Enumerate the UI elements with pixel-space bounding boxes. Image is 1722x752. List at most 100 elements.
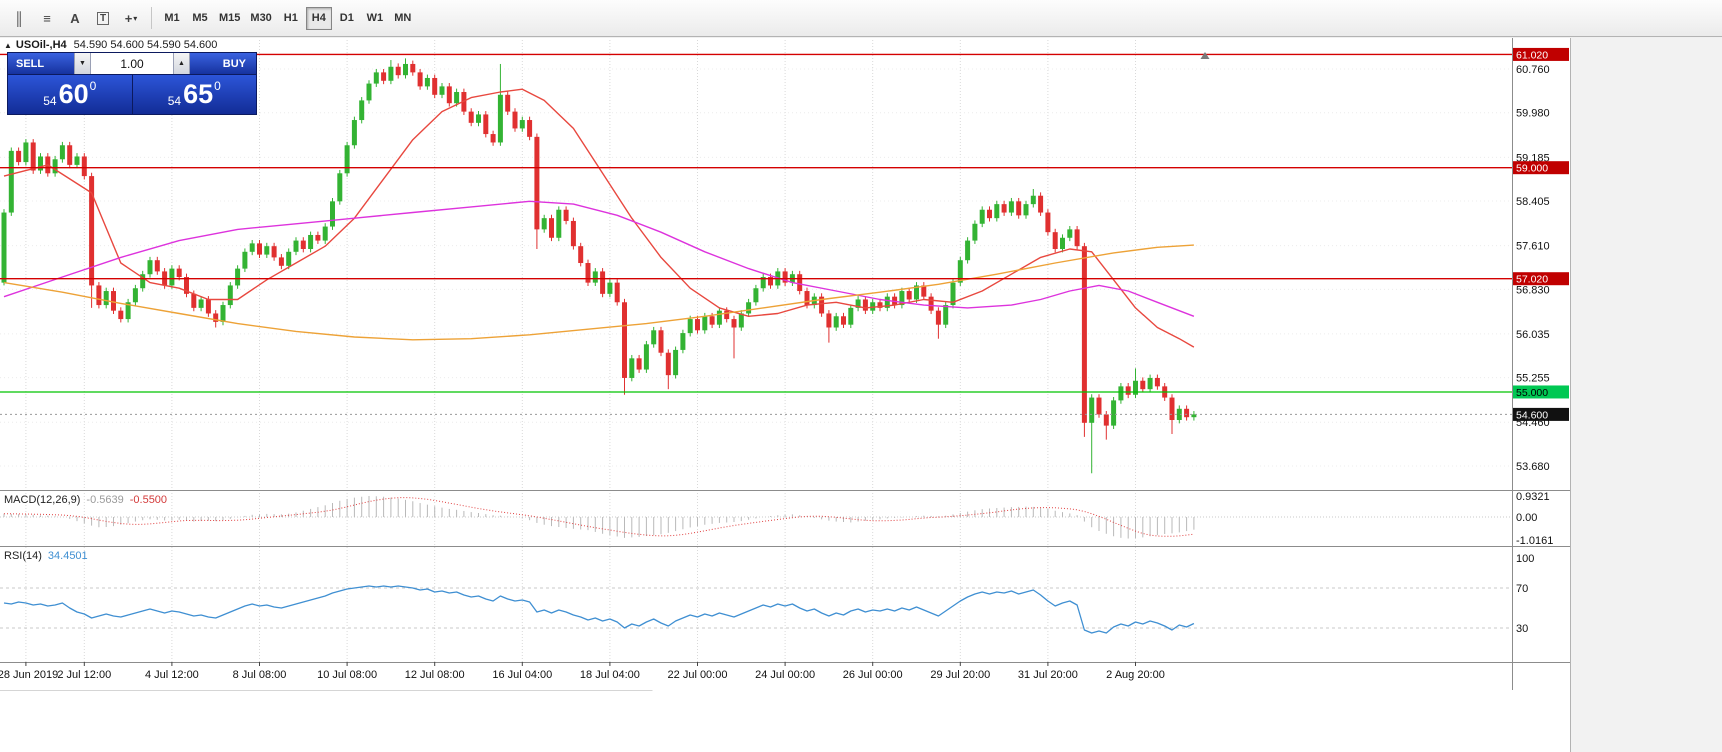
candle-body	[468, 111, 474, 123]
candle-body	[403, 63, 408, 76]
bar-chart-icon[interactable]: ║	[6, 5, 32, 31]
candle-body	[870, 302, 876, 311]
candle-body	[103, 291, 109, 306]
chart-canvas[interactable]: 60.76059.98059.18558.40557.61056.83056.0…	[0, 38, 1570, 752]
chart-title-bar[interactable]: ▲ USOil-,H4 54.590 54.600 54.590 54.600	[4, 39, 217, 52]
timeframe-button-mn[interactable]: MN	[390, 7, 416, 30]
indicator-list-icon-glyph: ≡	[43, 10, 51, 26]
timeframe-button-h4[interactable]: H4	[305, 6, 332, 30]
volume-input[interactable]	[91, 53, 173, 74]
crosshair-dropdown-icon[interactable]: + ▾	[118, 5, 144, 31]
macd-main-value: -0.5639	[86, 494, 124, 506]
candle-body	[592, 271, 598, 283]
rsi-line	[3, 585, 1195, 634]
buy-price-big: 65	[183, 79, 214, 109]
candle-body	[497, 94, 503, 143]
candle-body	[884, 296, 890, 308]
bar-chart-icon-glyph: ║	[14, 10, 24, 26]
annotate-text-icon[interactable]: A	[62, 5, 88, 31]
timeframe-button-w1[interactable]: W1	[362, 7, 388, 30]
toolbar-separator	[151, 7, 152, 29]
candle-body	[198, 299, 204, 308]
candle-body	[716, 310, 722, 325]
candle-body	[541, 218, 547, 230]
hline-badge-text: 55.000	[1516, 387, 1548, 399]
candle-body	[826, 313, 832, 328]
candle-body	[330, 201, 335, 227]
candle-body	[855, 299, 861, 308]
timeframe-button-m15[interactable]: M15	[215, 7, 244, 30]
candle-body	[746, 302, 752, 314]
candle-body	[731, 319, 737, 328]
candle-body	[337, 173, 343, 202]
time-axis-label: 12 Jul 08:00	[405, 669, 465, 681]
timeframe-button-d1[interactable]: D1	[334, 7, 360, 30]
volume-increase-button[interactable]: ▲	[173, 53, 190, 74]
text-tool-icon[interactable]: T	[90, 5, 116, 31]
macd-axis-label: -1.0161	[1516, 535, 1553, 547]
candle-body	[132, 288, 138, 303]
candle-body	[322, 226, 328, 241]
candle-body	[446, 86, 452, 104]
candle-body	[724, 310, 730, 320]
candle-body	[366, 83, 372, 101]
candle-body	[169, 268, 175, 286]
sell-price-button[interactable]: 54 60 0	[8, 75, 133, 114]
candle-body	[242, 251, 248, 269]
candle-body	[972, 223, 978, 241]
candle-body	[1089, 397, 1095, 423]
price-axis-label: 53.680	[1516, 461, 1550, 473]
candle-body	[74, 156, 80, 165]
candle-body	[293, 240, 299, 252]
candle-body	[556, 209, 562, 238]
candle-body	[1191, 414, 1197, 418]
toolbar-icon-group: ║ ≡ A T + ▾	[5, 5, 145, 31]
candle-body	[928, 296, 934, 311]
candle-body	[563, 209, 569, 221]
timeframe-button-m30[interactable]: M30	[246, 7, 275, 30]
candle-body	[768, 277, 773, 286]
volume-decrease-button[interactable]: ▼	[74, 53, 91, 74]
candle-body	[1030, 195, 1036, 205]
hline-badge	[1513, 161, 1569, 175]
time-axis-label: 31 Jul 20:00	[1018, 669, 1078, 681]
timeframe-button-h1[interactable]: H1	[278, 7, 304, 30]
candle-body	[59, 145, 65, 160]
candle-body	[381, 72, 387, 81]
macd-axis-label: 0.00	[1516, 512, 1537, 524]
sell-button[interactable]: SELL	[8, 53, 74, 74]
candle-body	[271, 246, 277, 258]
candle-body	[264, 246, 270, 255]
volume-field-wrap	[91, 53, 173, 74]
candle-body	[96, 285, 102, 306]
candle-body	[760, 277, 766, 289]
buy-price-button[interactable]: 54 65 0	[132, 75, 256, 114]
candle-body	[519, 120, 525, 129]
window-icon: ▲	[4, 41, 12, 50]
indicator-list-icon[interactable]: ≡	[34, 5, 60, 31]
price-axis-label: 59.980	[1516, 108, 1550, 120]
candle-body	[23, 142, 29, 163]
macd-name: MACD(12,26,9)	[4, 494, 81, 506]
time-axis-label: 10 Jul 08:00	[317, 669, 377, 681]
candle-body	[702, 316, 708, 331]
candle-body	[30, 142, 36, 171]
current-price-badge-text: 54.600	[1516, 409, 1548, 421]
rsi-axis-label: 70	[1516, 583, 1528, 595]
time-axis-label: 24 Jul 00:00	[755, 669, 815, 681]
candle-body	[994, 204, 1000, 219]
candle-body	[921, 285, 927, 297]
chart-shift-marker-icon	[1200, 52, 1210, 59]
candle-body	[578, 246, 584, 264]
candle-body	[899, 291, 905, 306]
chart-window[interactable]: 60.760 59.980 59.185 58.405 57.610 56.830 56.0…	[0, 38, 1570, 752]
candle-body	[862, 299, 868, 311]
candle-body	[848, 307, 854, 325]
buy-button[interactable]: BUY	[190, 53, 256, 74]
timeframe-button-m1[interactable]: M1	[159, 7, 185, 30]
candle-body	[709, 316, 715, 325]
timeframe-button-m5[interactable]: M5	[187, 7, 213, 30]
candle-body	[184, 277, 189, 294]
candle-body	[629, 358, 635, 378]
candle-body	[665, 352, 671, 376]
